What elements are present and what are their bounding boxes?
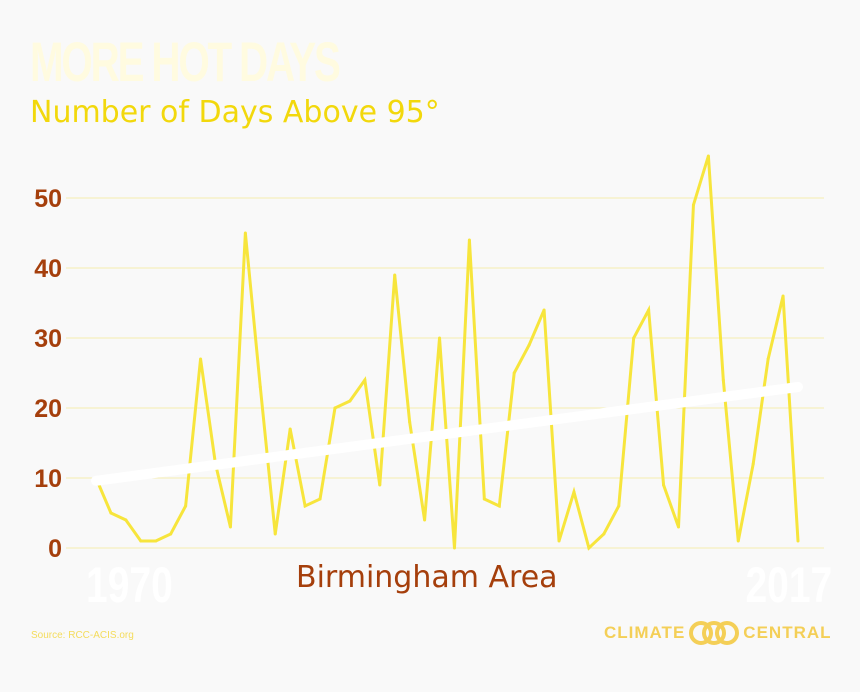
data-point-1992 xyxy=(423,518,427,522)
data-point-1986 xyxy=(333,406,337,410)
data-point-1984 xyxy=(303,504,307,508)
data-point-1971 xyxy=(109,511,113,515)
data-point-1991 xyxy=(408,420,412,424)
data-point-1987 xyxy=(348,399,352,403)
source-note: Source: RCC-ACIS.org xyxy=(31,630,134,641)
climate-central-logo: CLIMATE CENTRAL xyxy=(604,620,832,646)
logo-text-right: CENTRAL xyxy=(743,623,832,642)
y-tick-label-20: 20 xyxy=(34,395,62,423)
y-tick-label-30: 30 xyxy=(34,325,62,353)
data-point-1979 xyxy=(228,525,232,529)
data-point-1999 xyxy=(527,343,531,347)
data-point-1981 xyxy=(258,385,262,389)
data-point-2017 xyxy=(796,539,800,543)
data-point-2005 xyxy=(617,504,621,508)
trend-line xyxy=(91,382,803,486)
data-point-1995 xyxy=(467,238,471,242)
data-point-2007 xyxy=(647,308,651,312)
logo-text-left: CLIMATE xyxy=(604,623,686,642)
data-point-2008 xyxy=(662,483,666,487)
series-line-0 xyxy=(94,155,800,551)
climate-central-logo-icon xyxy=(689,621,740,645)
trend-group xyxy=(91,382,803,486)
data-point-1976 xyxy=(184,504,188,508)
data-point-2001 xyxy=(557,539,561,543)
data-point-1996 xyxy=(482,497,486,501)
data-point-1989 xyxy=(378,483,382,487)
x-end-year-label: 2017 xyxy=(745,557,832,613)
data-point-2014 xyxy=(751,462,755,466)
data-point-2013 xyxy=(736,539,740,543)
data-point-1997 xyxy=(497,504,501,508)
data-point-2009 xyxy=(677,525,681,529)
data-point-1993 xyxy=(438,336,442,340)
data-point-1994 xyxy=(452,546,456,550)
data-point-2004 xyxy=(602,532,606,536)
data-point-1998 xyxy=(512,371,516,375)
data-point-1982 xyxy=(273,532,277,536)
y-tick-labels: 0 10 20 30 40 50 xyxy=(34,185,62,563)
data-point-2011 xyxy=(706,154,710,158)
data-point-2003 xyxy=(587,546,591,550)
data-point-2000 xyxy=(542,308,546,312)
y-tick-label-40: 40 xyxy=(34,255,62,283)
data-point-1988 xyxy=(363,378,367,382)
data-point-1972 xyxy=(124,518,128,522)
data-point-1990 xyxy=(393,273,397,277)
data-point-1977 xyxy=(199,357,203,361)
chart-title: MORE HOT DAYS xyxy=(30,30,341,93)
data-point-1973 xyxy=(139,539,143,543)
data-point-2015 xyxy=(766,357,770,361)
data-point-2006 xyxy=(632,336,636,340)
data-point-2012 xyxy=(721,378,725,382)
data-point-1975 xyxy=(169,532,173,536)
area-label: Birmingham Area xyxy=(296,560,558,595)
data-point-2002 xyxy=(572,490,576,494)
x-start-year-label: 1970 xyxy=(86,557,173,613)
data-point-1980 xyxy=(243,231,247,235)
grid-lines xyxy=(66,197,824,549)
data-point-1985 xyxy=(318,497,322,501)
data-point-2016 xyxy=(781,294,785,298)
data-point-1983 xyxy=(288,427,292,431)
y-tick-label-10: 10 xyxy=(34,465,62,493)
chart-subtitle: Number of Days Above 95° xyxy=(30,95,440,130)
y-tick-label-50: 50 xyxy=(34,185,62,213)
y-tick-label-0: 0 xyxy=(48,535,62,563)
data-point-1974 xyxy=(154,539,158,543)
data-point-2010 xyxy=(691,203,695,207)
series-group xyxy=(94,154,800,551)
